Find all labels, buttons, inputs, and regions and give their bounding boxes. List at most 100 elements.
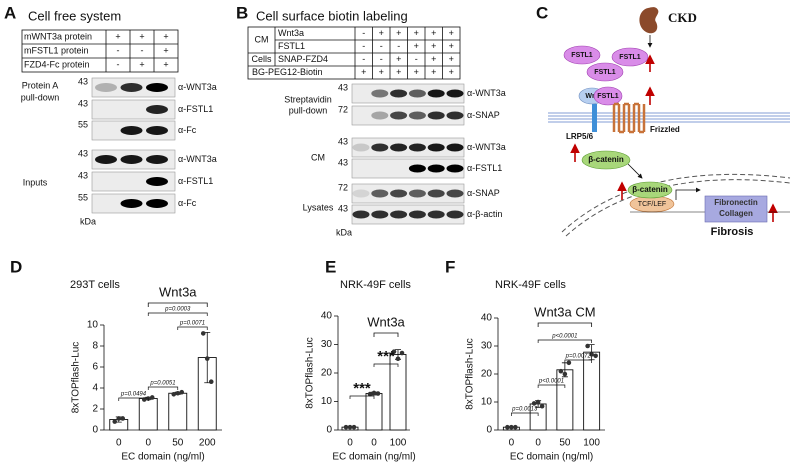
size-marker: 72 — [338, 182, 348, 192]
blot — [351, 83, 465, 104]
group-label: Wnt3a — [367, 314, 405, 329]
significance-label: p=0.0003 — [164, 307, 191, 313]
band — [427, 111, 445, 120]
band — [408, 189, 426, 198]
blot-group: pull-down — [289, 105, 328, 115]
panel-label: C — [536, 3, 548, 22]
size-marker: 55 — [78, 192, 88, 202]
data-point — [558, 368, 564, 374]
protein-label: FSTL1 — [594, 69, 615, 76]
band — [371, 111, 389, 120]
protein-label: FSTL1 — [619, 54, 640, 61]
band — [390, 89, 408, 98]
frizzled-receptor — [612, 102, 646, 134]
y-tick-label: 20 — [321, 368, 333, 379]
band — [390, 210, 408, 219]
condition-group: CM — [255, 34, 269, 44]
blot-group: CM — [311, 152, 325, 162]
condition-mark: + — [163, 31, 168, 41]
panel-title: Cell surface biotin labeling — [256, 8, 408, 23]
band — [427, 89, 445, 98]
band — [408, 164, 426, 173]
condition-mark: + — [139, 59, 144, 69]
chart-title: NRK-49F cells — [495, 279, 566, 291]
bar — [168, 392, 188, 431]
condition-mark: + — [396, 67, 401, 77]
membrane — [548, 112, 790, 123]
data-point — [535, 399, 541, 405]
y-tick-label: 30 — [481, 341, 493, 352]
band — [427, 189, 445, 198]
condition-name: mWNT3a protein — [24, 31, 92, 41]
y-tick-label: 0 — [486, 425, 492, 436]
condition-mark: - — [380, 41, 383, 51]
data-point — [200, 331, 206, 336]
data-point — [509, 424, 514, 430]
significance-bracket — [511, 412, 539, 416]
condition-name: FSTL1 — [278, 41, 305, 51]
significance-label: p=0.0071 — [179, 321, 205, 327]
data-point — [513, 424, 518, 430]
antibody-label: α-FSTL1 — [178, 176, 213, 186]
bar — [583, 351, 601, 431]
group-bracket — [537, 322, 593, 327]
size-marker: 43 — [78, 76, 88, 86]
data-point — [371, 390, 377, 396]
y-tick-label: 0 — [326, 425, 332, 436]
significance-bracket — [118, 397, 149, 401]
size-marker: 43 — [78, 98, 88, 108]
band — [371, 210, 389, 219]
catenin-blob — [627, 181, 673, 199]
y-axis-title: 8xTOPflash-Luc — [305, 337, 316, 409]
data-point — [593, 353, 598, 359]
data-point — [171, 392, 177, 397]
condition-name: mFSTL1 protein — [24, 45, 89, 55]
panel-title: Cell free system — [28, 8, 121, 23]
y-tick-label: 8 — [92, 341, 98, 352]
panel-label: B — [236, 3, 248, 22]
band — [146, 177, 168, 186]
band — [371, 89, 389, 98]
panel-label: A — [4, 3, 16, 22]
data-point — [204, 356, 210, 361]
band — [95, 155, 117, 164]
size-marker: 43 — [78, 170, 88, 180]
condition-name: SNAP-FZD4 — [278, 54, 328, 64]
blot — [91, 99, 176, 120]
protein-label: FSTL1 — [597, 93, 618, 100]
kidney-icon — [639, 7, 659, 34]
data-point — [589, 352, 594, 357]
band — [446, 164, 464, 173]
significance-bracket — [537, 384, 566, 388]
data-point — [531, 401, 537, 406]
condition-name: Wnt3a — [278, 28, 304, 38]
blot — [351, 137, 465, 158]
bar — [138, 398, 158, 431]
significance-label: p<0.0001 — [551, 334, 577, 340]
panel-label: D — [10, 257, 22, 276]
protein-label: FSTL1 — [571, 52, 592, 59]
x-tick-label: 50 — [559, 438, 571, 449]
antibody-label: α-WNT3a — [178, 82, 217, 92]
band — [352, 210, 370, 219]
data-point — [120, 416, 126, 421]
condition-mark: + — [396, 28, 401, 38]
protein-label: Wnt — [585, 93, 599, 100]
x-axis-title: EC domain (ng/ml) — [121, 452, 204, 463]
arrow — [627, 163, 643, 179]
band — [390, 143, 408, 152]
blot — [91, 171, 176, 192]
outcome: Fibrosis — [711, 226, 754, 238]
x-tick-label: 50 — [172, 438, 184, 449]
blot — [351, 158, 465, 179]
significance-label: *** — [377, 348, 395, 365]
band — [427, 143, 445, 152]
antibody-label: α-β-actin — [467, 209, 502, 219]
data-point — [343, 424, 349, 430]
data-point — [208, 379, 214, 385]
condition-table — [21, 29, 179, 73]
group-label: Wnt3a — [159, 284, 197, 299]
data-point — [149, 395, 155, 400]
antibody-label: α-WNT3a — [467, 142, 506, 152]
